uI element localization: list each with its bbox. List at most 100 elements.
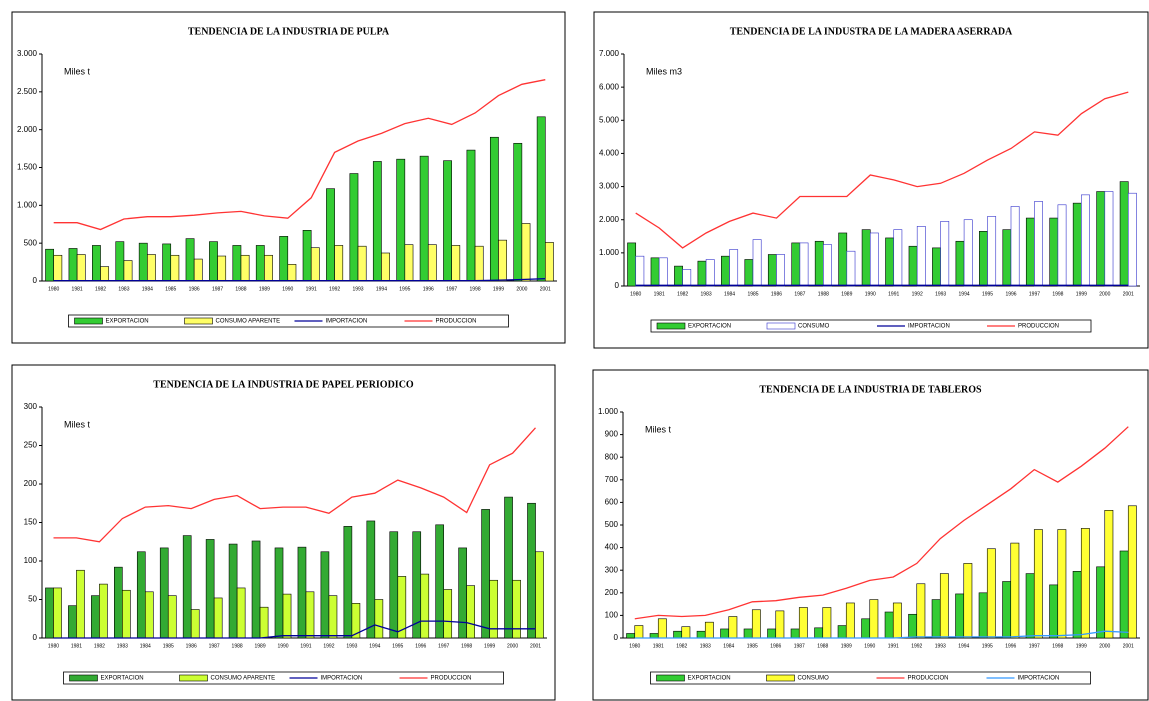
bar <box>357 245 367 282</box>
x-tick-label: 1981 <box>653 643 664 649</box>
bar <box>838 232 848 287</box>
bar <box>697 260 707 287</box>
bar <box>885 237 895 287</box>
y-tick-label: 200 <box>605 588 619 597</box>
y-tick-label: 1.000 <box>598 407 619 416</box>
x-tick-label: 1983 <box>701 291 712 297</box>
bar <box>182 535 192 639</box>
bar <box>979 231 988 287</box>
x-tick-label: 1987 <box>794 291 805 297</box>
legend-box <box>650 319 1092 333</box>
x-tick-label: 2000 <box>507 643 518 649</box>
bar <box>729 249 739 287</box>
legend-box <box>63 671 504 685</box>
x-tick-label: 1995 <box>982 291 993 297</box>
x-tick-label: 1980 <box>630 291 641 297</box>
bar <box>892 602 902 639</box>
y-tick-label: 2.000 <box>599 215 620 224</box>
bar <box>334 245 344 282</box>
bar <box>535 551 544 639</box>
y-tick-label: 200 <box>24 479 38 488</box>
bar <box>1025 217 1035 287</box>
bar <box>205 539 215 639</box>
bar <box>404 244 414 282</box>
y-tick-label: 150 <box>24 518 38 527</box>
legend-swatch <box>74 317 103 325</box>
x-tick-label: 1981 <box>71 643 82 649</box>
bar <box>351 603 361 639</box>
x-tick-label: 1994 <box>376 286 387 292</box>
bar <box>626 633 636 639</box>
x-tick-label: 1980 <box>629 643 640 649</box>
bar <box>305 591 315 639</box>
x-tick-label: 1990 <box>282 286 293 292</box>
bar <box>76 254 86 282</box>
series-line <box>634 630 1129 639</box>
bar <box>963 563 973 639</box>
x-tick-label: 1989 <box>841 643 852 649</box>
x-tick-label: 1993 <box>935 291 946 297</box>
x-tick-label: 1982 <box>94 643 105 649</box>
legend-box <box>68 314 509 328</box>
x-tick-label: 1999 <box>493 286 504 292</box>
x-tick-label: 1996 <box>415 643 426 649</box>
annotation: Miles t <box>64 66 91 76</box>
bar <box>916 583 926 639</box>
chart-title: TENDENCIA DE LA INDUSTRIA DE PAPEL PERIO… <box>153 379 414 390</box>
bar <box>790 628 800 639</box>
bar <box>1072 202 1082 287</box>
bar <box>728 616 738 639</box>
annotation: Miles t <box>64 419 91 429</box>
x-tick-label: 1994 <box>958 643 969 649</box>
x-tick-label: 1983 <box>117 643 128 649</box>
bar <box>1127 505 1137 639</box>
y-tick-label: 0 <box>33 633 38 642</box>
x-tick-label: 1992 <box>911 643 922 649</box>
bar <box>287 264 297 282</box>
bar <box>823 244 832 287</box>
bar <box>100 266 110 282</box>
bar <box>162 243 172 282</box>
bar <box>144 591 154 639</box>
bar <box>1119 550 1129 639</box>
bar <box>481 509 490 639</box>
x-tick-label: 1989 <box>255 643 266 649</box>
x-tick-label: 2001 <box>530 643 541 649</box>
bar <box>396 158 406 282</box>
x-tick-label: 1996 <box>423 286 434 292</box>
y-tick-label: 1.000 <box>599 248 620 257</box>
bar <box>940 221 950 287</box>
bar <box>932 247 941 287</box>
series-line <box>53 278 546 282</box>
legend-label: EXPORTACION <box>101 676 144 682</box>
x-tick-label: 1998 <box>1052 643 1063 649</box>
bar <box>955 593 965 639</box>
legend-label: PRODUCCION <box>436 319 477 325</box>
bar <box>1002 229 1012 287</box>
bar <box>513 142 523 282</box>
x-tick-label: 1994 <box>959 291 970 297</box>
bar <box>822 607 832 639</box>
x-tick-label: 1998 <box>461 643 472 649</box>
y-tick-label: 0 <box>614 633 619 642</box>
x-tick-label: 2000 <box>1099 643 1110 649</box>
bar <box>721 255 730 287</box>
bar <box>279 236 289 282</box>
y-tick-label: 7.000 <box>599 49 620 58</box>
legend-label: CONSUMO APARENTE <box>216 319 281 325</box>
bar <box>1081 194 1090 287</box>
bar <box>264 254 273 282</box>
y-tick-label: 6.000 <box>599 82 620 91</box>
bar <box>114 566 123 639</box>
bar <box>236 587 246 639</box>
x-tick-label: 1997 <box>1029 291 1040 297</box>
x-tick-label: 1990 <box>864 643 875 649</box>
bar <box>302 230 312 282</box>
bar <box>489 136 499 282</box>
bar <box>228 543 238 639</box>
legend-label: IMPORTACION <box>321 676 363 682</box>
bar <box>837 625 847 639</box>
bar <box>1057 529 1067 639</box>
y-tick-label: 900 <box>605 430 619 439</box>
x-tick-label: 1992 <box>329 286 340 292</box>
